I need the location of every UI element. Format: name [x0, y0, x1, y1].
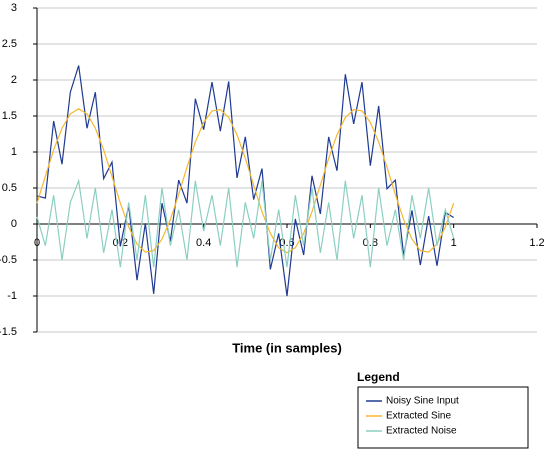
x-axis-title: Time (in samples)	[232, 340, 342, 355]
legend-title: Legend	[357, 370, 400, 384]
y-tick-label: 2	[11, 74, 17, 86]
series-line	[36, 178, 455, 268]
y-tick-label: 1	[11, 146, 17, 158]
series-line	[36, 108, 455, 254]
legend-label: Noisy Sine Input	[386, 396, 459, 407]
legend-label: Extracted Noise	[386, 426, 457, 437]
x-tick-label: 0.8	[363, 237, 378, 249]
series-line	[36, 65, 454, 297]
y-tick-label: 2.5	[2, 38, 17, 50]
y-tick-label: 0	[11, 218, 17, 230]
x-tick-label: 1.2	[529, 237, 544, 249]
y-tick-label: -1.5	[0, 326, 17, 338]
x-tick-label: 1	[451, 237, 457, 249]
y-tick-label: -0.5	[0, 254, 17, 266]
legend-box	[357, 386, 529, 449]
y-tick-label: 0.5	[2, 182, 17, 194]
x-tick-label: 0	[34, 237, 40, 249]
y-tick-label: -1	[7, 290, 17, 302]
x-tick-label: 0.4	[196, 237, 211, 249]
y-tick-label: 1.5	[2, 110, 17, 122]
legend-label: Extracted Sine	[386, 411, 451, 422]
y-tick-label: 3	[11, 2, 17, 14]
